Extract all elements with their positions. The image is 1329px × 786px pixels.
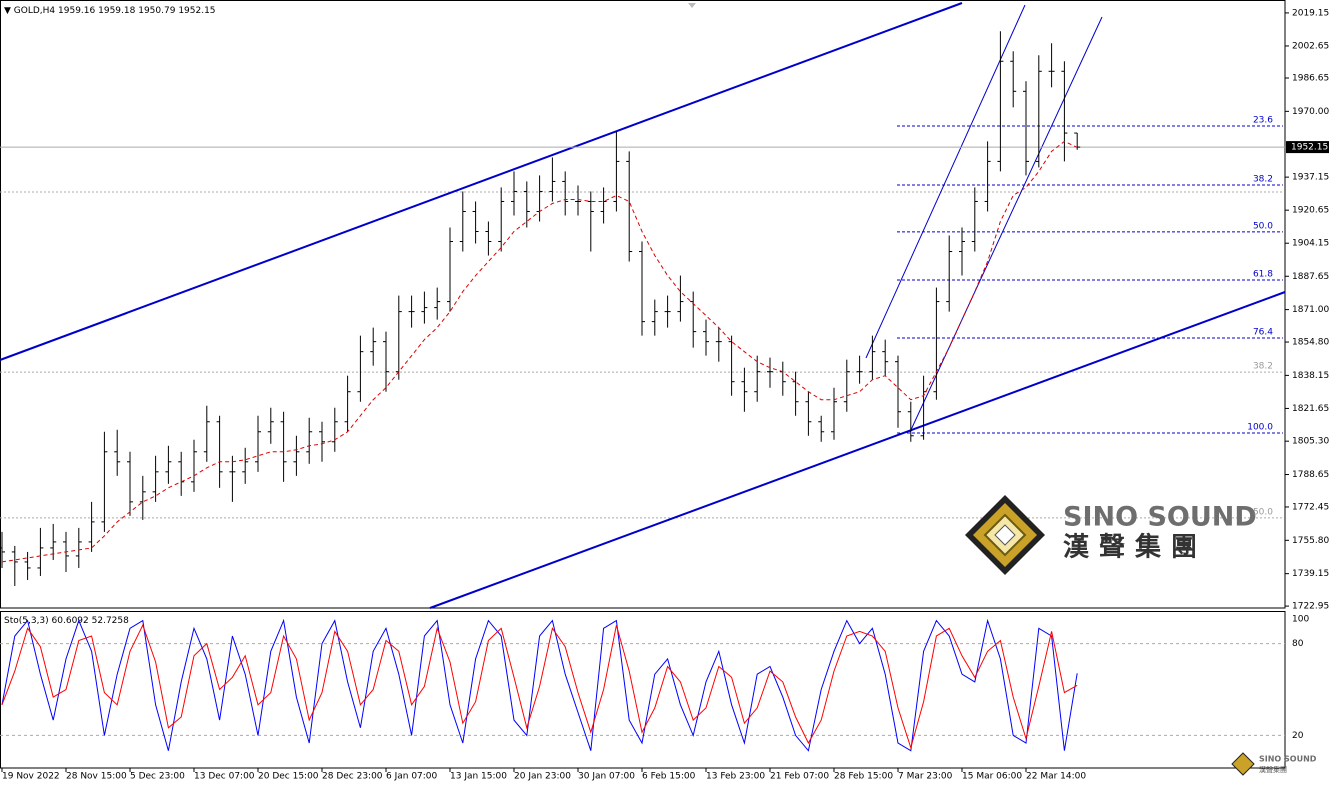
x-tick-label: 15 Mar 06:00 (962, 772, 1022, 782)
x-tick-label: 28 Dec 23:00 (322, 772, 383, 782)
header-arrow: ▼ (4, 6, 14, 16)
stoch-header: Sto(5,3,3) 60.6092 52.7258 (4, 616, 129, 626)
trendlines (0, 2, 1286, 609)
logo: SINO SOUND 漢聲集團 SINO SOUND 漢聲集團 (965, 495, 1317, 776)
moving-average (1, 140, 1078, 563)
price-label-box (1286, 141, 1329, 154)
x-tick-label: 20 Dec 15:00 (258, 772, 319, 782)
main-panel-frame (0, 0, 1286, 609)
channel-lower (429, 291, 1286, 609)
small-logo-chinese: 漢聲集團 (1259, 765, 1287, 774)
stoch-tick-label: 100 (1292, 615, 1309, 625)
shift-marker (688, 3, 696, 8)
y-tick-label: 1920.65 (1292, 206, 1329, 216)
x-tick-label: 22 Mar 14:00 (1026, 772, 1086, 782)
x-tick-label: 7 Mar 23:00 (898, 772, 953, 782)
y-tick-label: 1739.15 (1292, 569, 1329, 579)
fib-old-label: 50.0 (1253, 507, 1273, 517)
x-tick-label: 5 Dec 23:00 (130, 772, 185, 782)
fib-label: 23.6 (1253, 115, 1273, 125)
logo-name: SINO SOUND (1063, 502, 1257, 533)
x-tick-label: 21 Feb 07:00 (770, 772, 829, 782)
y-tick-label: 1755.80 (1292, 536, 1329, 546)
header-open: 1959.16 (58, 6, 95, 16)
y-tick-label: 1904.15 (1292, 239, 1329, 249)
price-label: 1952.15 (1291, 143, 1328, 153)
logo-chinese: 漢聲集團 (1063, 532, 1207, 563)
channel-small-lower (909, 16, 1103, 433)
y-tick-label: 1854.80 (1292, 338, 1329, 348)
fib-old-label: 38.2 (1253, 362, 1273, 372)
x-tick-label: 19 Nov 2022 (2, 772, 60, 782)
y-tick-label: 1805.30 (1292, 437, 1329, 447)
y-tick-label: 1838.15 (1292, 371, 1329, 381)
x-tick-label: 30 Jan 07:00 (578, 772, 635, 782)
stoch-title: Sto(5,3,3) (4, 616, 49, 626)
x-tick-label: 20 Jan 23:00 (514, 772, 571, 782)
stoch-signal-value: 52.7258 (92, 616, 129, 626)
fib-label: 50.0 (1253, 221, 1273, 231)
x-tick-label: 28 Feb 15:00 (834, 772, 893, 782)
y-tick-label: 1821.65 (1292, 404, 1329, 414)
x-tick-label: 28 Nov 15:00 (66, 772, 127, 782)
small-logo-diamond (1231, 752, 1255, 776)
x-tick-label: 13 Dec 07:00 (194, 772, 255, 782)
stoch-line (1, 618, 1078, 752)
x-tick-label: 6 Feb 15:00 (642, 772, 696, 782)
y-tick-label: 1986.65 (1292, 74, 1329, 84)
stoch-tick-label: 80 (1292, 639, 1304, 649)
y-tick-label: 1722.95 (1292, 602, 1329, 612)
fib-label: 76.4 (1253, 328, 1273, 338)
channel-small-upper (865, 4, 1026, 359)
sub-panel-frame (0, 611, 1286, 769)
y-tick-label: 1937.15 (1292, 173, 1329, 183)
x-tick-label: 13 Jan 15:00 (450, 772, 507, 782)
stoch-main-value: 60.6092 (52, 616, 89, 626)
stoch-line (1, 623, 1078, 750)
fib-label: 100.0 (1247, 422, 1273, 432)
small-logo-name: SINO SOUND (1259, 755, 1317, 764)
x-tick-label: 13 Feb 23:00 (706, 772, 765, 782)
y-tick-label: 1887.65 (1292, 272, 1329, 282)
chart-header: ▼ GOLD,H4 1959.16 1959.18 1950.79 1952.1… (4, 6, 216, 16)
x-tick-label: 6 Jan 07:00 (386, 772, 438, 782)
y-tick-label: 1970.00 (1292, 107, 1329, 117)
logo-diamond-core (994, 524, 1016, 546)
y-tick-label: 1772.45 (1292, 502, 1329, 512)
header-high: 1959.18 (98, 6, 135, 16)
fib-label: 38.2 (1253, 175, 1273, 185)
y-tick-label: 1788.65 (1292, 470, 1329, 480)
fib-label: 61.8 (1253, 269, 1273, 279)
header-low: 1950.79 (138, 6, 175, 16)
channel-upper (0, 2, 963, 361)
header-close: 1952.15 (178, 6, 215, 16)
y-tick-label: 2019.15 (1292, 8, 1329, 18)
y-tick-label: 1871.00 (1292, 305, 1329, 315)
symbol: GOLD,H4 (14, 6, 56, 16)
y-tick-label: 2002.65 (1292, 41, 1329, 51)
stoch-tick-label: 20 (1292, 731, 1304, 741)
